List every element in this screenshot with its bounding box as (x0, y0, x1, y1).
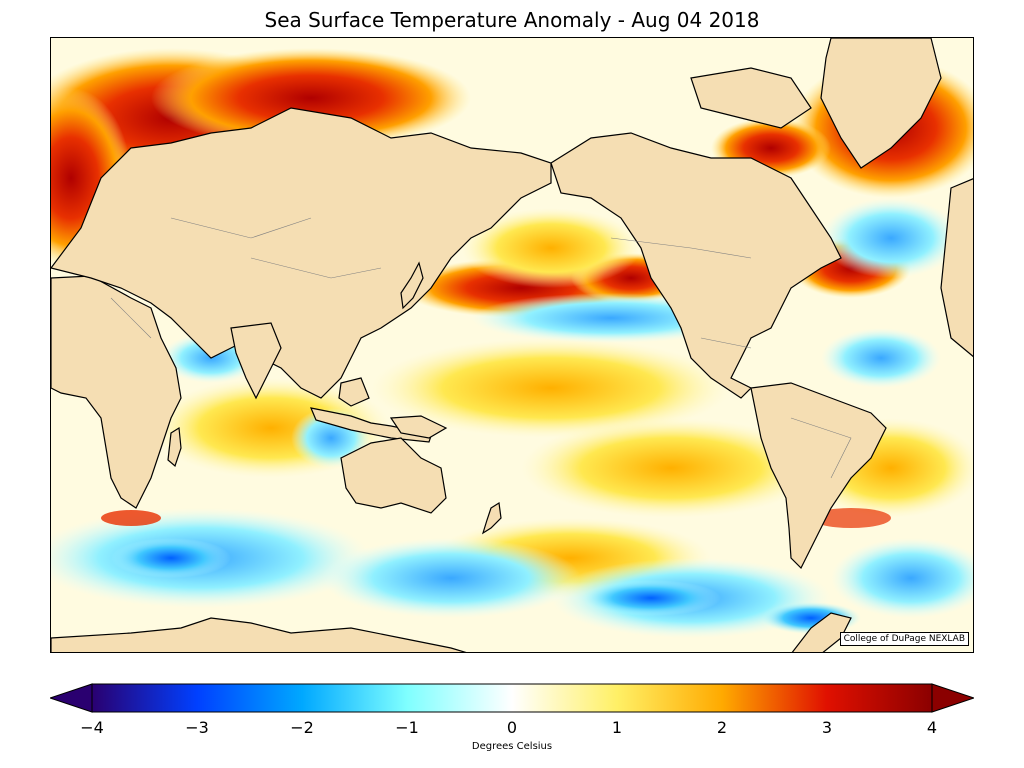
colorbar-gradient (91, 683, 933, 713)
credit-label: College of DuPage NEXLAB (839, 632, 969, 646)
land-borneo (338, 377, 370, 407)
land-south-america (750, 382, 887, 570)
land-greenland (820, 38, 942, 169)
land-new-guinea (389, 415, 448, 439)
land-japan (400, 261, 424, 310)
colorbar-tick-label: 2 (716, 718, 728, 737)
land-australia (340, 437, 447, 514)
land-antarctica (51, 617, 467, 652)
colorbar-tick-label: 4 (926, 718, 938, 737)
colorbar-label: Degrees Celsius (471, 741, 553, 752)
map-title: Sea Surface Temperature Anomaly - Aug 04… (264, 8, 760, 32)
land-arctic-islands (690, 67, 812, 129)
colorbar-tick-label: 0 (506, 718, 518, 737)
colorbar-high-extend (931, 683, 974, 713)
colorbar-low-extend (50, 683, 93, 713)
country-borders (110, 217, 852, 479)
land-antarctic-peninsula (791, 612, 852, 652)
colorbar-tick-label: −4 (80, 718, 104, 737)
colorbar-tick-label: 3 (821, 718, 833, 737)
colorbar-tick-label: −2 (290, 718, 314, 737)
colorbar-ticks: −4 −3 −2 −1 0 1 2 3 4 (50, 718, 974, 738)
land-africa (51, 275, 182, 509)
colorbar-tick-label: −1 (395, 718, 419, 737)
map-canvas (51, 38, 973, 652)
sst-anomaly-map: College of DuPage NEXLAB (50, 37, 974, 653)
land-europe-east (940, 178, 973, 358)
land-eurasia (51, 107, 552, 399)
colorbar-tick-label: −3 (185, 718, 209, 737)
land-new-zealand (481, 501, 502, 535)
landmasses (51, 38, 973, 652)
land-madagascar (167, 426, 182, 468)
colorbar-tick-label: 1 (611, 718, 623, 737)
land-india (230, 322, 282, 400)
colorbar (50, 683, 974, 713)
land-north-america (550, 132, 842, 399)
